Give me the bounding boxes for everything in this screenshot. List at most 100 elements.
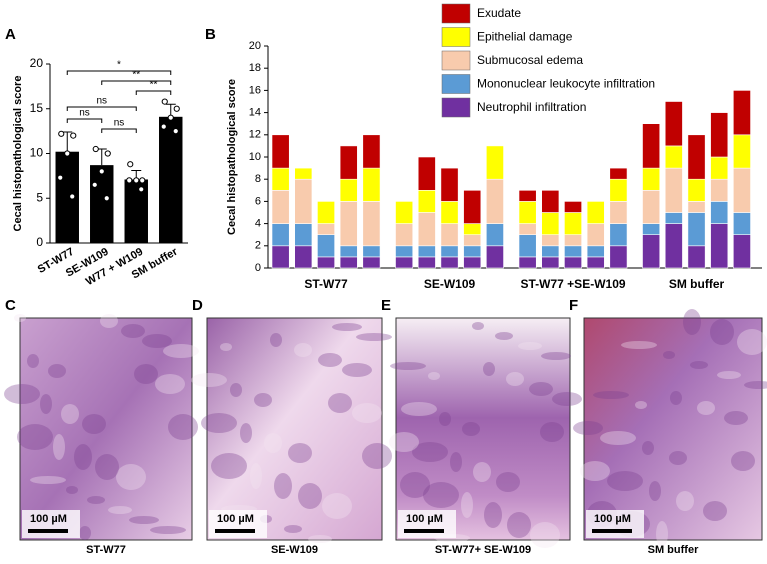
tissue-texture <box>669 451 687 465</box>
scale-box <box>209 510 267 538</box>
significance-bracket <box>66 70 172 75</box>
bar <box>159 116 183 243</box>
bar-segment <box>417 156 436 191</box>
scale-label: 100 µM <box>594 513 631 525</box>
bar-segment <box>732 90 751 136</box>
bar-segment <box>642 123 661 169</box>
bar-segment <box>463 234 482 247</box>
bar-segment <box>440 223 459 247</box>
bar-segment <box>541 234 560 247</box>
significance-bracket <box>101 80 172 85</box>
bar-segment <box>317 223 335 236</box>
bar-segment <box>339 201 358 247</box>
bar-segment <box>317 201 335 224</box>
bar-segment <box>564 234 582 247</box>
tissue-texture <box>683 309 701 335</box>
y-tick-label: 2 <box>255 240 261 252</box>
bar-segment <box>271 167 290 191</box>
tissue-texture <box>240 423 252 443</box>
y-tick-label: 10 <box>249 151 261 163</box>
tissue-texture <box>529 382 553 396</box>
tissue-texture <box>573 421 603 435</box>
tissue-texture <box>495 332 513 340</box>
panel-letter: D <box>192 297 203 314</box>
tissue-texture <box>121 324 145 338</box>
tissue-texture <box>703 501 727 521</box>
tissue-texture <box>14 314 26 322</box>
data-point <box>127 161 134 168</box>
bar-segment <box>271 190 290 224</box>
y-axis-label: Cecal histopathological score <box>226 79 238 235</box>
panel-letter: C <box>5 297 16 314</box>
tissue-texture <box>423 482 459 508</box>
bar-segment <box>294 245 313 269</box>
bar-segment <box>609 245 628 269</box>
tissue-texture <box>462 422 480 436</box>
bar <box>90 165 114 243</box>
tissue-texture <box>270 333 282 347</box>
tissue-texture <box>506 372 524 386</box>
y-tick-label: 4 <box>255 218 261 230</box>
error-bar <box>62 131 73 152</box>
tissue-texture <box>552 392 582 406</box>
tissue-texture <box>129 516 159 524</box>
bar-segment <box>339 145 358 180</box>
bar-segment <box>664 145 683 169</box>
tissue-texture <box>264 433 282 453</box>
legend-swatch <box>441 74 471 94</box>
bar-segment <box>586 201 605 224</box>
tissue-texture <box>472 322 484 330</box>
bar-segment <box>609 223 628 247</box>
bar-segment <box>317 234 335 258</box>
bar-segment <box>732 212 751 236</box>
y-tick-label: 0 <box>255 262 261 274</box>
data-point <box>138 186 145 193</box>
bar-segment <box>485 145 504 180</box>
y-tick-label: 20 <box>249 40 261 52</box>
bar-segment <box>664 223 683 269</box>
y-tick-label: 16 <box>249 84 261 96</box>
bar-segment <box>485 223 504 247</box>
bar-segment <box>395 223 414 247</box>
bar-segment <box>642 223 661 236</box>
y-tick-label: 10 <box>30 146 44 160</box>
scale-label: 100 µM <box>217 513 254 525</box>
data-point <box>91 181 98 188</box>
tissue-texture <box>540 422 564 442</box>
bar-segment <box>518 223 537 236</box>
bar-segment <box>362 245 381 258</box>
bar-segment <box>664 212 683 224</box>
bar-segment <box>485 178 504 224</box>
tissue-texture <box>412 442 448 462</box>
bar-segment <box>294 178 313 224</box>
legend-swatch <box>441 3 471 24</box>
significance-label: * <box>117 60 121 71</box>
bar-segment <box>664 101 683 147</box>
tissue-texture <box>473 462 491 482</box>
bar-segment <box>710 201 729 224</box>
data-point <box>139 177 146 184</box>
legend-swatch <box>441 50 471 71</box>
bar-segment <box>687 178 706 202</box>
tissue-texture <box>274 473 292 499</box>
tissue-texture <box>74 444 92 470</box>
bar-segment <box>732 134 751 169</box>
tissue-texture <box>17 424 53 450</box>
data-point <box>172 128 179 135</box>
tissue-texture <box>621 341 657 349</box>
tissue-texture <box>670 391 682 405</box>
y-tick-label: 12 <box>249 129 261 141</box>
bar-segment <box>294 223 313 247</box>
legend-label: Neutrophil infiltration <box>477 100 586 114</box>
bar-segment <box>609 178 628 202</box>
data-point <box>98 168 105 175</box>
group-label: SM buffer <box>669 277 725 291</box>
bar-segment <box>395 245 414 258</box>
error-bar <box>96 148 107 166</box>
tissue-texture <box>116 464 146 490</box>
bar-segment <box>271 223 290 247</box>
tissue-texture <box>676 491 694 511</box>
bar-segment <box>417 256 436 269</box>
bar-segment <box>339 256 358 269</box>
bar-segment <box>362 134 381 169</box>
